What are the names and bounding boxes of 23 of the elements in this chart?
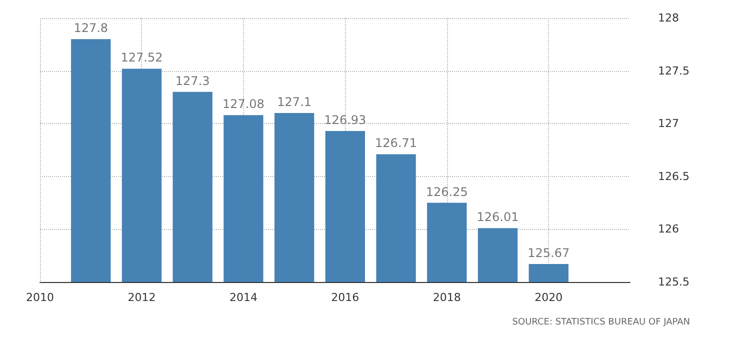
data-label: 126.93 [324, 112, 366, 127]
data-label: 127.08 [222, 97, 264, 112]
data-label: 127.1 [277, 95, 312, 110]
x-tick-label: 2016 [331, 291, 360, 304]
data-label: 126.71 [375, 136, 418, 150]
source-note: SOURCE: STATISTICS BUREAU OF JAPAN [512, 318, 690, 328]
x-tick-label: 2018 [432, 291, 461, 304]
y-tick-label: 126 [658, 222, 679, 236]
y-tick-label: 126.5 [658, 170, 690, 183]
data-label: 126.01 [476, 210, 519, 224]
y-tick-label: 128 [658, 12, 679, 24]
data-label: 127.52 [120, 50, 163, 65]
y-tick-label: 125.5 [658, 276, 690, 288]
x-tick-label: 2012 [128, 291, 156, 304]
y-tick-label: 127.5 [658, 64, 690, 78]
data-label: 126.25 [426, 184, 468, 199]
x-tick-label: 2014 [229, 291, 258, 304]
x-tick-label: 2010 [26, 291, 54, 304]
x-tick-label: 2020 [534, 291, 563, 304]
data-label: 127.3 [175, 74, 210, 88]
y-tick-label: 127 [658, 117, 679, 130]
data-label: 127.8 [74, 21, 108, 36]
data-label: 125.67 [528, 246, 570, 260]
